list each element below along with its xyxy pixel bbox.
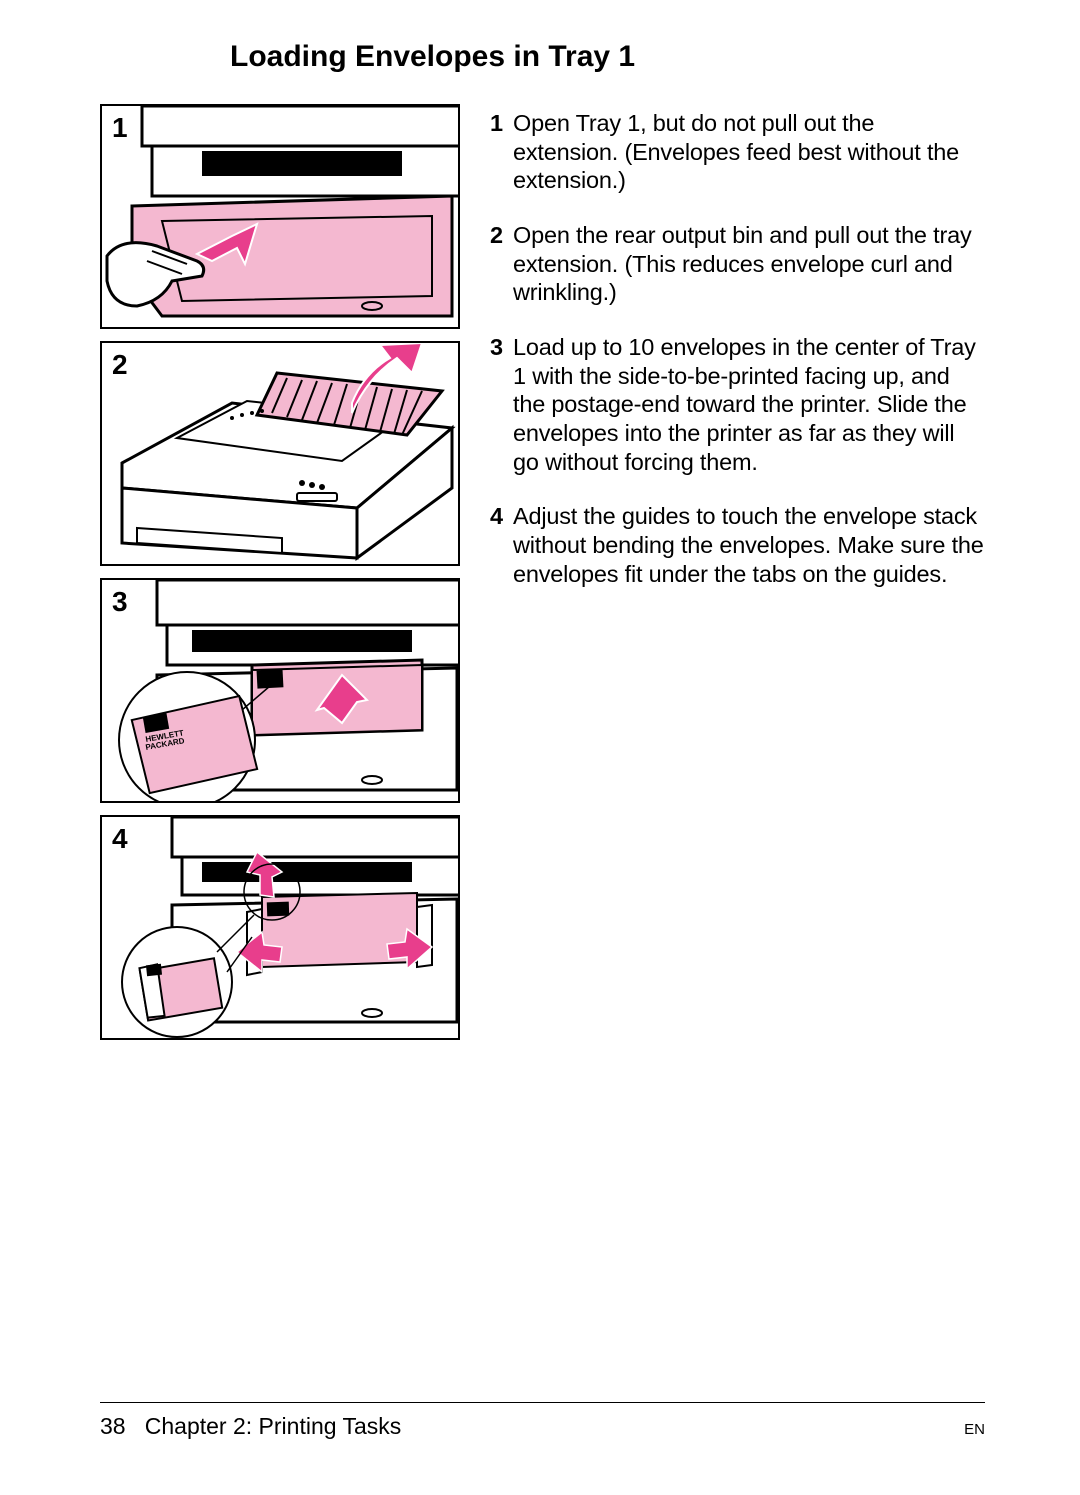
figure-label: 2 [112,349,128,381]
page-footer: 38 Chapter 2: Printing Tasks EN [100,1402,985,1440]
figure-label: 3 [112,586,128,618]
diagram-adjust-guides [102,817,460,1040]
figure-label: 4 [112,823,128,855]
page-number: 38 [100,1413,126,1439]
step-item: 2 Open the rear output bin and pull out … [490,221,985,307]
step-number: 3 [490,333,505,476]
step-text: Load up to 10 envelopes in the center of… [513,333,985,476]
step-number: 2 [490,221,505,307]
footer-left: 38 Chapter 2: Printing Tasks [100,1413,401,1440]
step-item: 4 Adjust the guides to touch the envelop… [490,502,985,588]
diagram-open-tray [102,106,460,329]
figure-label: 1 [112,112,128,144]
figure-4: 4 [100,815,460,1040]
figure-1: 1 [100,104,460,329]
step-number: 1 [490,109,505,195]
diagram-rear-bin [102,343,460,566]
step-text: Open the rear output bin and pull out th… [513,221,985,307]
figure-column: 1 [100,104,460,1052]
step-item: 3 Load up to 10 envelopes in the center … [490,333,985,476]
figure-3: 3 HEWLETT [100,578,460,803]
diagram-load-envelopes: HEWLETT PACKARD [102,580,460,803]
manual-page: Loading Envelopes in Tray 1 1 [0,0,1080,1495]
step-number: 4 [490,502,505,588]
page-title: Loading Envelopes in Tray 1 [230,40,985,74]
footer-lang: EN [964,1421,985,1438]
figure-2: 2 [100,341,460,566]
step-text: Adjust the guides to touch the envelope … [513,502,985,588]
step-item: 1 Open Tray 1, but do not pull out the e… [490,109,985,195]
steps-column: 1 Open Tray 1, but do not pull out the e… [490,104,985,1052]
chapter-label: Chapter 2: Printing Tasks [145,1413,402,1439]
content-row: 1 [100,104,985,1052]
step-text: Open Tray 1, but do not pull out the ext… [513,109,985,195]
